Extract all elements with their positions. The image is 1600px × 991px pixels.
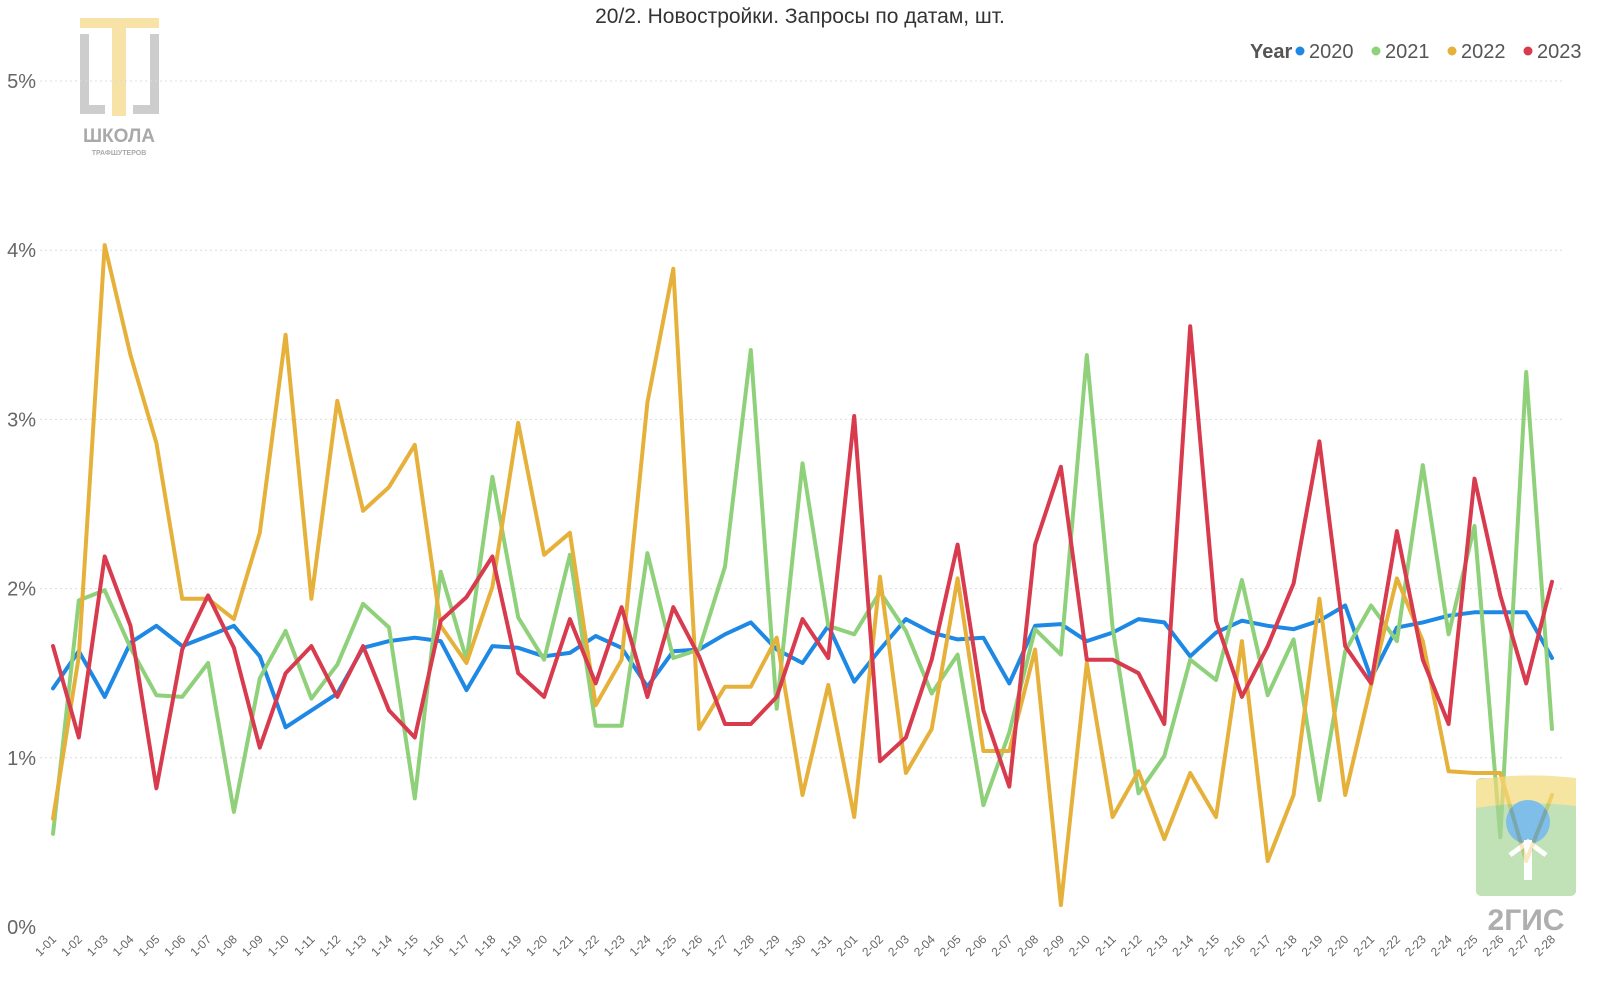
x-tick-label: 1-12 [317,932,344,959]
x-tick-label: 1-24 [627,932,654,959]
series-line-2021 [51,348,1554,840]
x-tick-label: 2-07 [988,932,1015,959]
gis-logo-name: 2ГИС [1488,904,1565,937]
legend-label-2022: 2022 [1461,41,1506,63]
x-tick-label: 2-14 [1169,932,1196,959]
x-tick-label: 2-22 [1376,932,1403,959]
x-tick-label: 1-29 [756,932,783,959]
x-tick-label: 1-21 [549,932,576,959]
school-logo-subtitle: ТРАФШУТЕРОВ [92,150,147,157]
x-tick-label: 1-09 [239,932,266,959]
gis-logo: 2ГИС [1476,775,1576,937]
x-tick-label: 1-13 [342,932,369,959]
x-tick-label: 2-25 [1454,932,1481,959]
y-tick-label: 2% [7,579,36,601]
x-tick-label: 1-02 [58,932,85,959]
y-tick-label: 3% [7,409,36,431]
y-tick-label: 5% [7,71,36,93]
school-logo-name: ШКОЛА [83,126,155,147]
legend-label-2021: 2021 [1385,41,1430,63]
y-tick-label: 0% [7,917,36,939]
x-tick-label: 2-02 [859,932,886,959]
x-tick-label: 1-25 [653,932,680,959]
legend-marker-2022 [1447,46,1457,56]
legend-marker-2023 [1523,46,1533,56]
x-tick-label: 1-26 [678,932,705,959]
x-tick-label: 2-19 [1299,932,1326,959]
x-tick-label: 1-05 [136,932,163,959]
x-tick-label: 1-18 [472,932,499,959]
x-tick-label: 2-10 [1066,932,1093,959]
x-tick-label: 1-22 [575,932,602,959]
legend-label-2020: 2020 [1309,41,1354,63]
x-tick-label: 1-27 [704,932,731,959]
y-axis: 0% 1% 2% 3% 4% 5% [7,71,36,939]
legend-label-2023: 2023 [1537,41,1582,63]
x-tick-label: 1-17 [446,932,473,959]
x-tick-label: 2-13 [1144,932,1171,959]
legend-title: Year [1250,41,1292,63]
series-line-2022 [51,243,1554,907]
x-tick-label: 1-01 [32,932,59,959]
legend: Year 2020 2021 2022 2023 [1250,41,1582,63]
school-logo: ШКОЛА ТРАФШУТЕРОВ [80,18,159,157]
x-tick-label: 1-06 [161,932,188,959]
x-tick-label: 2-06 [963,932,990,959]
x-tick-label: 1-10 [265,932,292,959]
x-tick-label: 1-30 [782,932,809,959]
x-tick-label: 2-09 [1040,932,1067,959]
x-tick-label: 1-28 [730,932,757,959]
legend-marker-2020 [1295,46,1305,56]
chart-title: 20/2. Новостройки. Запросы по датам, шт. [595,5,1005,28]
x-tick-label: 2-01 [833,932,860,959]
x-tick-label: 2-15 [1195,932,1222,959]
x-tick-label: 2-17 [1247,932,1274,959]
x-tick-label: 2-04 [911,932,938,959]
x-tick-label: 1-23 [601,932,628,959]
x-tick-label: 1-19 [497,932,524,959]
x-tick-label: 1-15 [394,932,421,959]
x-tick-label: 2-08 [1014,932,1041,959]
x-tick-label: 2-20 [1324,932,1351,959]
series-line-2023 [51,324,1554,791]
series-line-2020 [51,603,1554,730]
series-lines [51,243,1554,907]
x-tick-label: 1-08 [213,932,240,959]
x-tick-label: 2-11 [1092,932,1118,958]
x-axis: 1-011-021-031-041-051-061-071-081-091-10… [32,932,1558,959]
y-tick-label: 4% [7,240,36,262]
x-tick-label: 1-31 [808,932,835,959]
x-tick-label: 1-16 [420,932,447,959]
x-tick-label: 2-24 [1428,932,1455,959]
gridlines [40,80,1565,759]
x-tick-label: 1-03 [84,932,111,959]
x-tick-label: 2-23 [1402,932,1429,959]
x-tick-label: 1-14 [368,932,395,959]
x-tick-label: 2-12 [1118,932,1145,959]
x-tick-label: 1-04 [110,932,137,959]
legend-marker-2021 [1371,46,1381,56]
x-tick-label: 2-18 [1273,932,1300,959]
x-tick-label: 2-21 [1350,932,1377,959]
x-tick-label: 2-05 [937,932,964,959]
x-tick-label: 2-03 [885,932,912,959]
x-tick-label: 1-20 [523,932,550,959]
x-tick-label: 1-07 [187,932,214,959]
y-tick-label: 1% [7,748,36,770]
x-tick-label: 2-16 [1221,932,1248,959]
x-tick-label: 1-11 [291,932,317,958]
